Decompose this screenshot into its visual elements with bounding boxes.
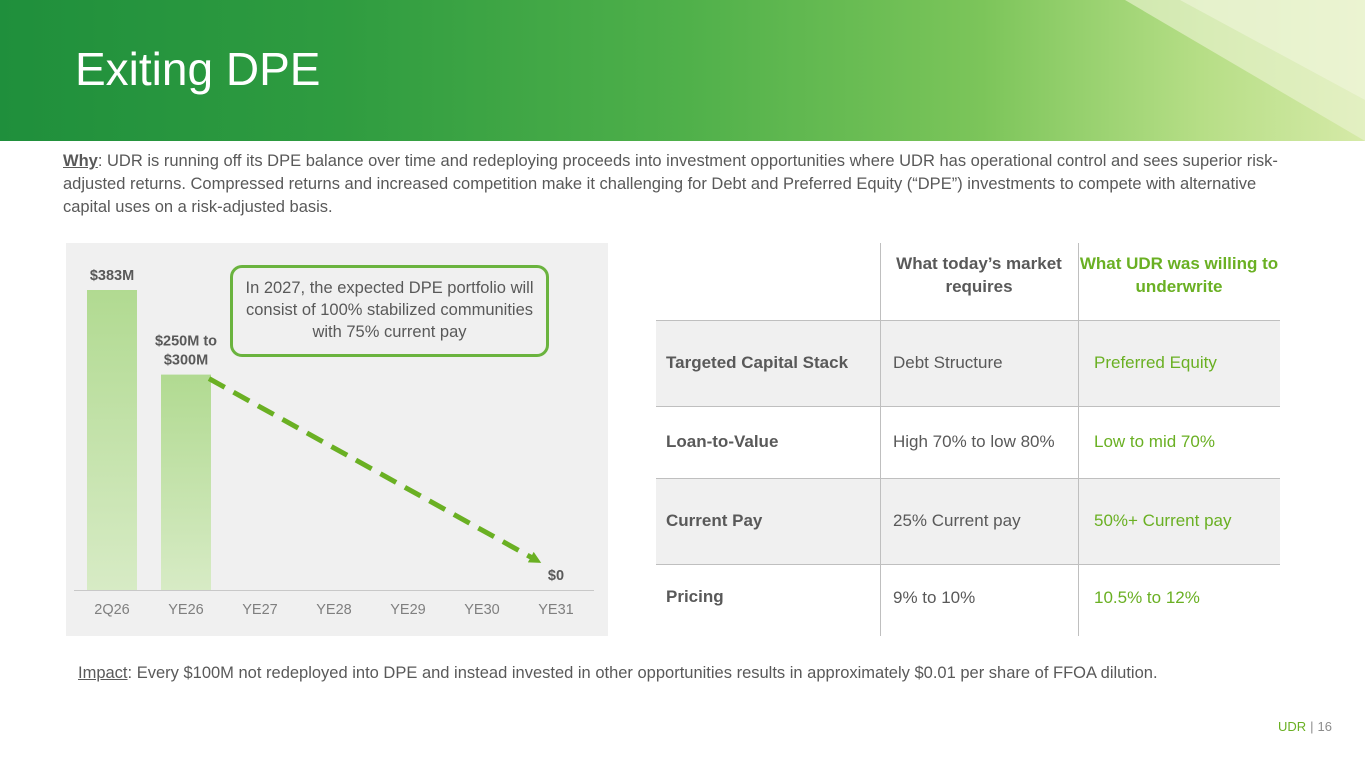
row-udr-value: Preferred Equity (1094, 353, 1217, 372)
row-udr-value: Low to mid 70% (1094, 432, 1215, 451)
x-tick-label: 2Q26 (94, 602, 129, 618)
impact-label: Impact (78, 664, 128, 682)
row-label: Pricing (666, 587, 724, 606)
trend-arrow (207, 376, 542, 563)
table-divider (656, 406, 1280, 407)
x-tick-label: YE28 (316, 602, 351, 618)
table-divider (656, 478, 1280, 479)
x-tick-label: YE30 (464, 602, 499, 618)
row-label: Targeted Capital Stack (666, 353, 849, 372)
table-row: Pricing 9% to 10% 10.5% to 12% (656, 564, 1280, 630)
row-market-value: 25% Current pay (893, 511, 1021, 530)
title-banner: Exiting DPE (0, 0, 1365, 141)
row-market-value: Debt Structure (893, 353, 1003, 372)
table-row: Targeted Capital Stack Debt Structure Pr… (656, 320, 1280, 406)
row-udr-value: 10.5% to 12% (1094, 588, 1200, 607)
impact-paragraph: Impact: Every $100M not redeployed into … (78, 664, 1158, 683)
table-row: Current Pay 25% Current pay 50%+ Current… (656, 478, 1280, 564)
chart-canvas: 2Q26 $383M YE26 $250M to $300M YE27 YE28 YE29 YE… (74, 268, 594, 618)
x-tick-label: YE27 (242, 602, 277, 618)
x-tick-label: YE31 (538, 602, 573, 618)
impact-text: : Every $100M not redeployed into DPE an… (127, 664, 1158, 682)
row-market-value: High 70% to low 80% (893, 432, 1055, 451)
footer: UDR | 16 (1278, 719, 1332, 734)
row-label: Current Pay (666, 511, 763, 530)
data-label: $250M to $300M (155, 334, 217, 369)
table-divider (656, 320, 1280, 321)
x-tick-label: YE29 (390, 602, 425, 618)
bar-2q26 (87, 290, 137, 590)
table-row: Loan-to-Value High 70% to low 80% Low to… (656, 406, 1280, 478)
page-number: 16 (1317, 719, 1332, 734)
bar-ye26 (161, 374, 211, 590)
x-tick-label: YE26 (168, 602, 203, 618)
row-market-value: 9% to 10% (893, 588, 976, 607)
table-divider (656, 564, 1280, 565)
why-text: : UDR is running off its DPE balance ove… (63, 152, 1278, 216)
header-market-requires: What today’s market requires (896, 254, 1062, 296)
table-column-divider (880, 243, 881, 636)
why-label: Why (63, 152, 98, 170)
data-label: $0 (548, 568, 564, 584)
footer-brand: UDR (1277, 719, 1307, 734)
footer-separator: | (1310, 719, 1314, 734)
chart-callout: In 2027, the expected DPE portfolio will… (230, 265, 549, 357)
comparison-table: What today’s market requires What UDR wa… (656, 243, 1280, 636)
banner-accent-shape (1125, 0, 1365, 141)
data-label: $383M (90, 268, 134, 284)
row-udr-value: 50%+ Current pay (1094, 511, 1232, 530)
why-paragraph: Why: UDR is running off its DPE balance … (63, 150, 1303, 219)
row-label: Loan-to-Value (666, 432, 779, 451)
page-title: Exiting DPE (75, 43, 321, 95)
header-udr-underwrite: What UDR was willing to underwrite (1079, 254, 1279, 296)
table-column-divider (1078, 243, 1079, 636)
